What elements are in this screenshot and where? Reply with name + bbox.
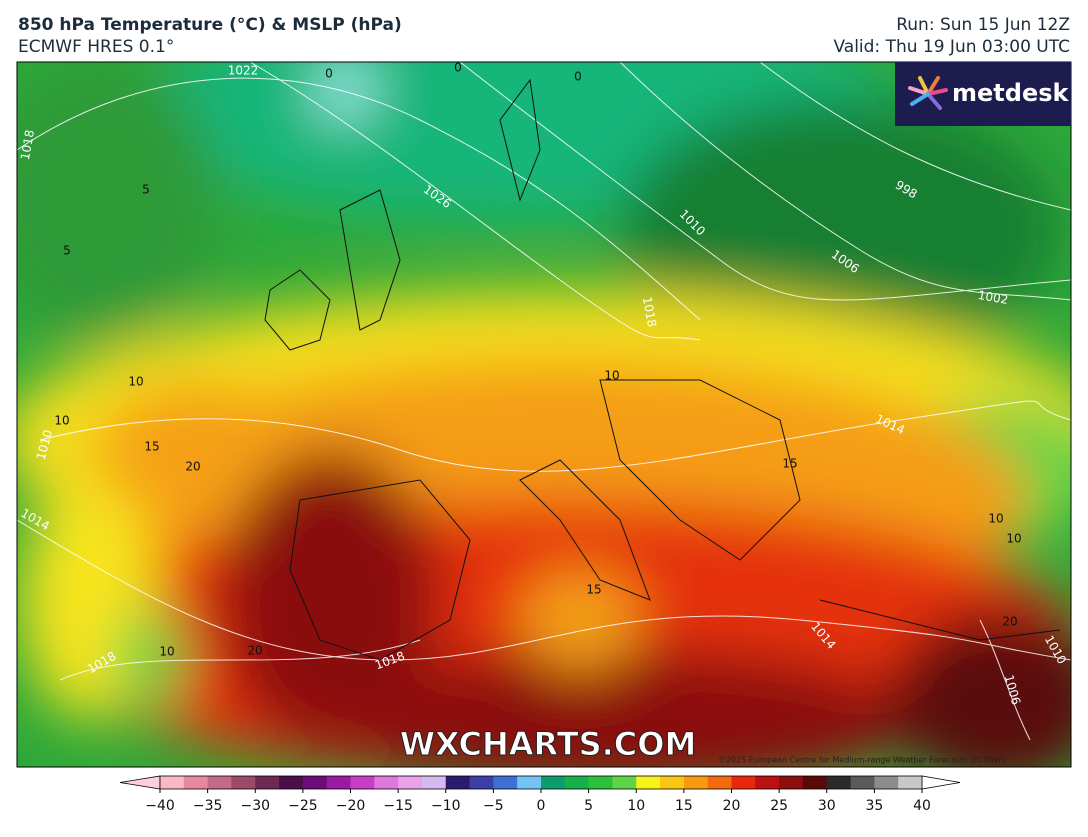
- colorbar-segment: [779, 776, 804, 789]
- colorbar-segment: [612, 776, 637, 789]
- isobar-label: 1018: [640, 296, 659, 329]
- colorbar-segment: [231, 776, 256, 789]
- temperature-label: 15: [782, 457, 797, 471]
- map-frame: [16, 61, 1072, 768]
- temperature-label: 10: [604, 369, 619, 383]
- colorbar-tick-label: −15: [383, 798, 413, 814]
- copyright: ©2025 European Centre for Medium-range W…: [718, 756, 1006, 765]
- colorbar-segment: [421, 776, 447, 789]
- colorbar-tick-label: 30: [818, 798, 836, 814]
- colorbar-segment: [874, 776, 899, 789]
- colorbar-tick-label: 40: [913, 798, 931, 814]
- logo-icon: [908, 76, 948, 110]
- colorbar-tick-label: −10: [431, 798, 461, 814]
- colorbar-tick-label: 20: [723, 798, 741, 814]
- colorbar-tick-label: 25: [770, 798, 788, 814]
- temperature-label: 10: [988, 512, 1003, 526]
- colorbar-segment: [683, 776, 709, 789]
- colorbar-over: [921, 775, 961, 790]
- colorbar-segment: [279, 776, 304, 789]
- colorbar: −40 −35 −30 −25 −20 −15 −10 −5 0 5 10 15 20 25 30 35 40: [119, 775, 961, 814]
- colorbar-segment: [588, 776, 613, 789]
- colorbar-segment: [731, 776, 756, 789]
- colorbar-tick-label: 0: [537, 798, 546, 814]
- temperature-label: 20: [185, 460, 200, 474]
- colorbar-segment: [850, 776, 875, 789]
- colorbar-tick-label: 35: [865, 798, 883, 814]
- temperature-label: 5: [142, 183, 150, 197]
- temperature-label: 20: [1002, 615, 1017, 629]
- temperature-label: 0: [574, 70, 582, 84]
- colorbar-tick-label: 5: [584, 798, 593, 814]
- colorbar-segment: [755, 776, 780, 789]
- coastlines: [264, 78, 1061, 661]
- temperature-label: 10: [159, 645, 174, 659]
- temperature-label: 20: [247, 644, 262, 658]
- colorbar-tick-label: −20: [336, 798, 366, 814]
- colorbar-tick-label: 10: [627, 798, 645, 814]
- colorbar-tick-label: 15: [675, 798, 693, 814]
- temperature-label: 15: [586, 583, 601, 597]
- run-time: Run: Sun 15 Jun 12Z: [896, 15, 1070, 35]
- colorbar-segment: [660, 776, 685, 789]
- colorbar-segment: [541, 776, 566, 789]
- temperature-label: 5: [63, 244, 71, 258]
- valid-time: Valid: Thu 19 Jun 03:00 UTC: [833, 37, 1070, 57]
- isobar-label: 1022: [228, 64, 259, 78]
- colorbar-segment: [374, 776, 399, 789]
- colorbar-tick-label: −35: [193, 798, 223, 814]
- colorbar-tick-label: −40: [145, 798, 175, 814]
- colorbar-tick-label: −30: [240, 798, 270, 814]
- colorbar-segment: [350, 776, 375, 789]
- temperature-label: 10: [54, 414, 69, 428]
- colorbar-segment: [802, 776, 828, 789]
- colorbar-segment: [183, 776, 209, 789]
- colorbar-segment: [469, 776, 494, 789]
- colorbar-tick-label: −25: [288, 798, 318, 814]
- colorbar-segment: [517, 776, 542, 789]
- colorbar-segment: [826, 776, 852, 789]
- isobars: [17, 62, 1071, 741]
- colorbar-segment: [160, 776, 185, 789]
- colorbar-segment: [255, 776, 280, 789]
- map-title: 850 hPa Temperature (°C) & MSLP (hPa): [18, 15, 402, 35]
- colorbar-segment: [898, 776, 923, 789]
- colorbar-tick-label: −5: [483, 798, 504, 814]
- colorbar-segment: [564, 776, 590, 789]
- colorbar-under: [119, 775, 161, 790]
- colorbar-segment: [398, 776, 423, 789]
- model-name: ECMWF HRES 0.1°: [18, 37, 174, 57]
- colorbar-segment: [707, 776, 732, 789]
- temperature-label: 0: [325, 67, 333, 81]
- temperature-label: 0: [454, 61, 462, 75]
- colorbar-segment: [493, 776, 518, 789]
- colorbar-segment: [302, 776, 328, 789]
- logo-text: metdesk: [952, 79, 1070, 107]
- map-field: 1022101810261010100699810021018101410101…: [17, 61, 1071, 767]
- temperature-label: 10: [1006, 532, 1021, 546]
- colorbar-segment: [326, 776, 351, 789]
- isobar-label: 1018: [18, 129, 37, 162]
- colorbar-segment: [207, 776, 232, 789]
- temperature-label: 15: [144, 440, 159, 454]
- temperature-label: 10: [128, 375, 143, 389]
- colorbar-segment: [445, 776, 471, 789]
- watermark: WXCHARTS.COM: [400, 725, 697, 763]
- colorbar-segment: [636, 776, 661, 789]
- isobar-label: 1002: [977, 288, 1010, 307]
